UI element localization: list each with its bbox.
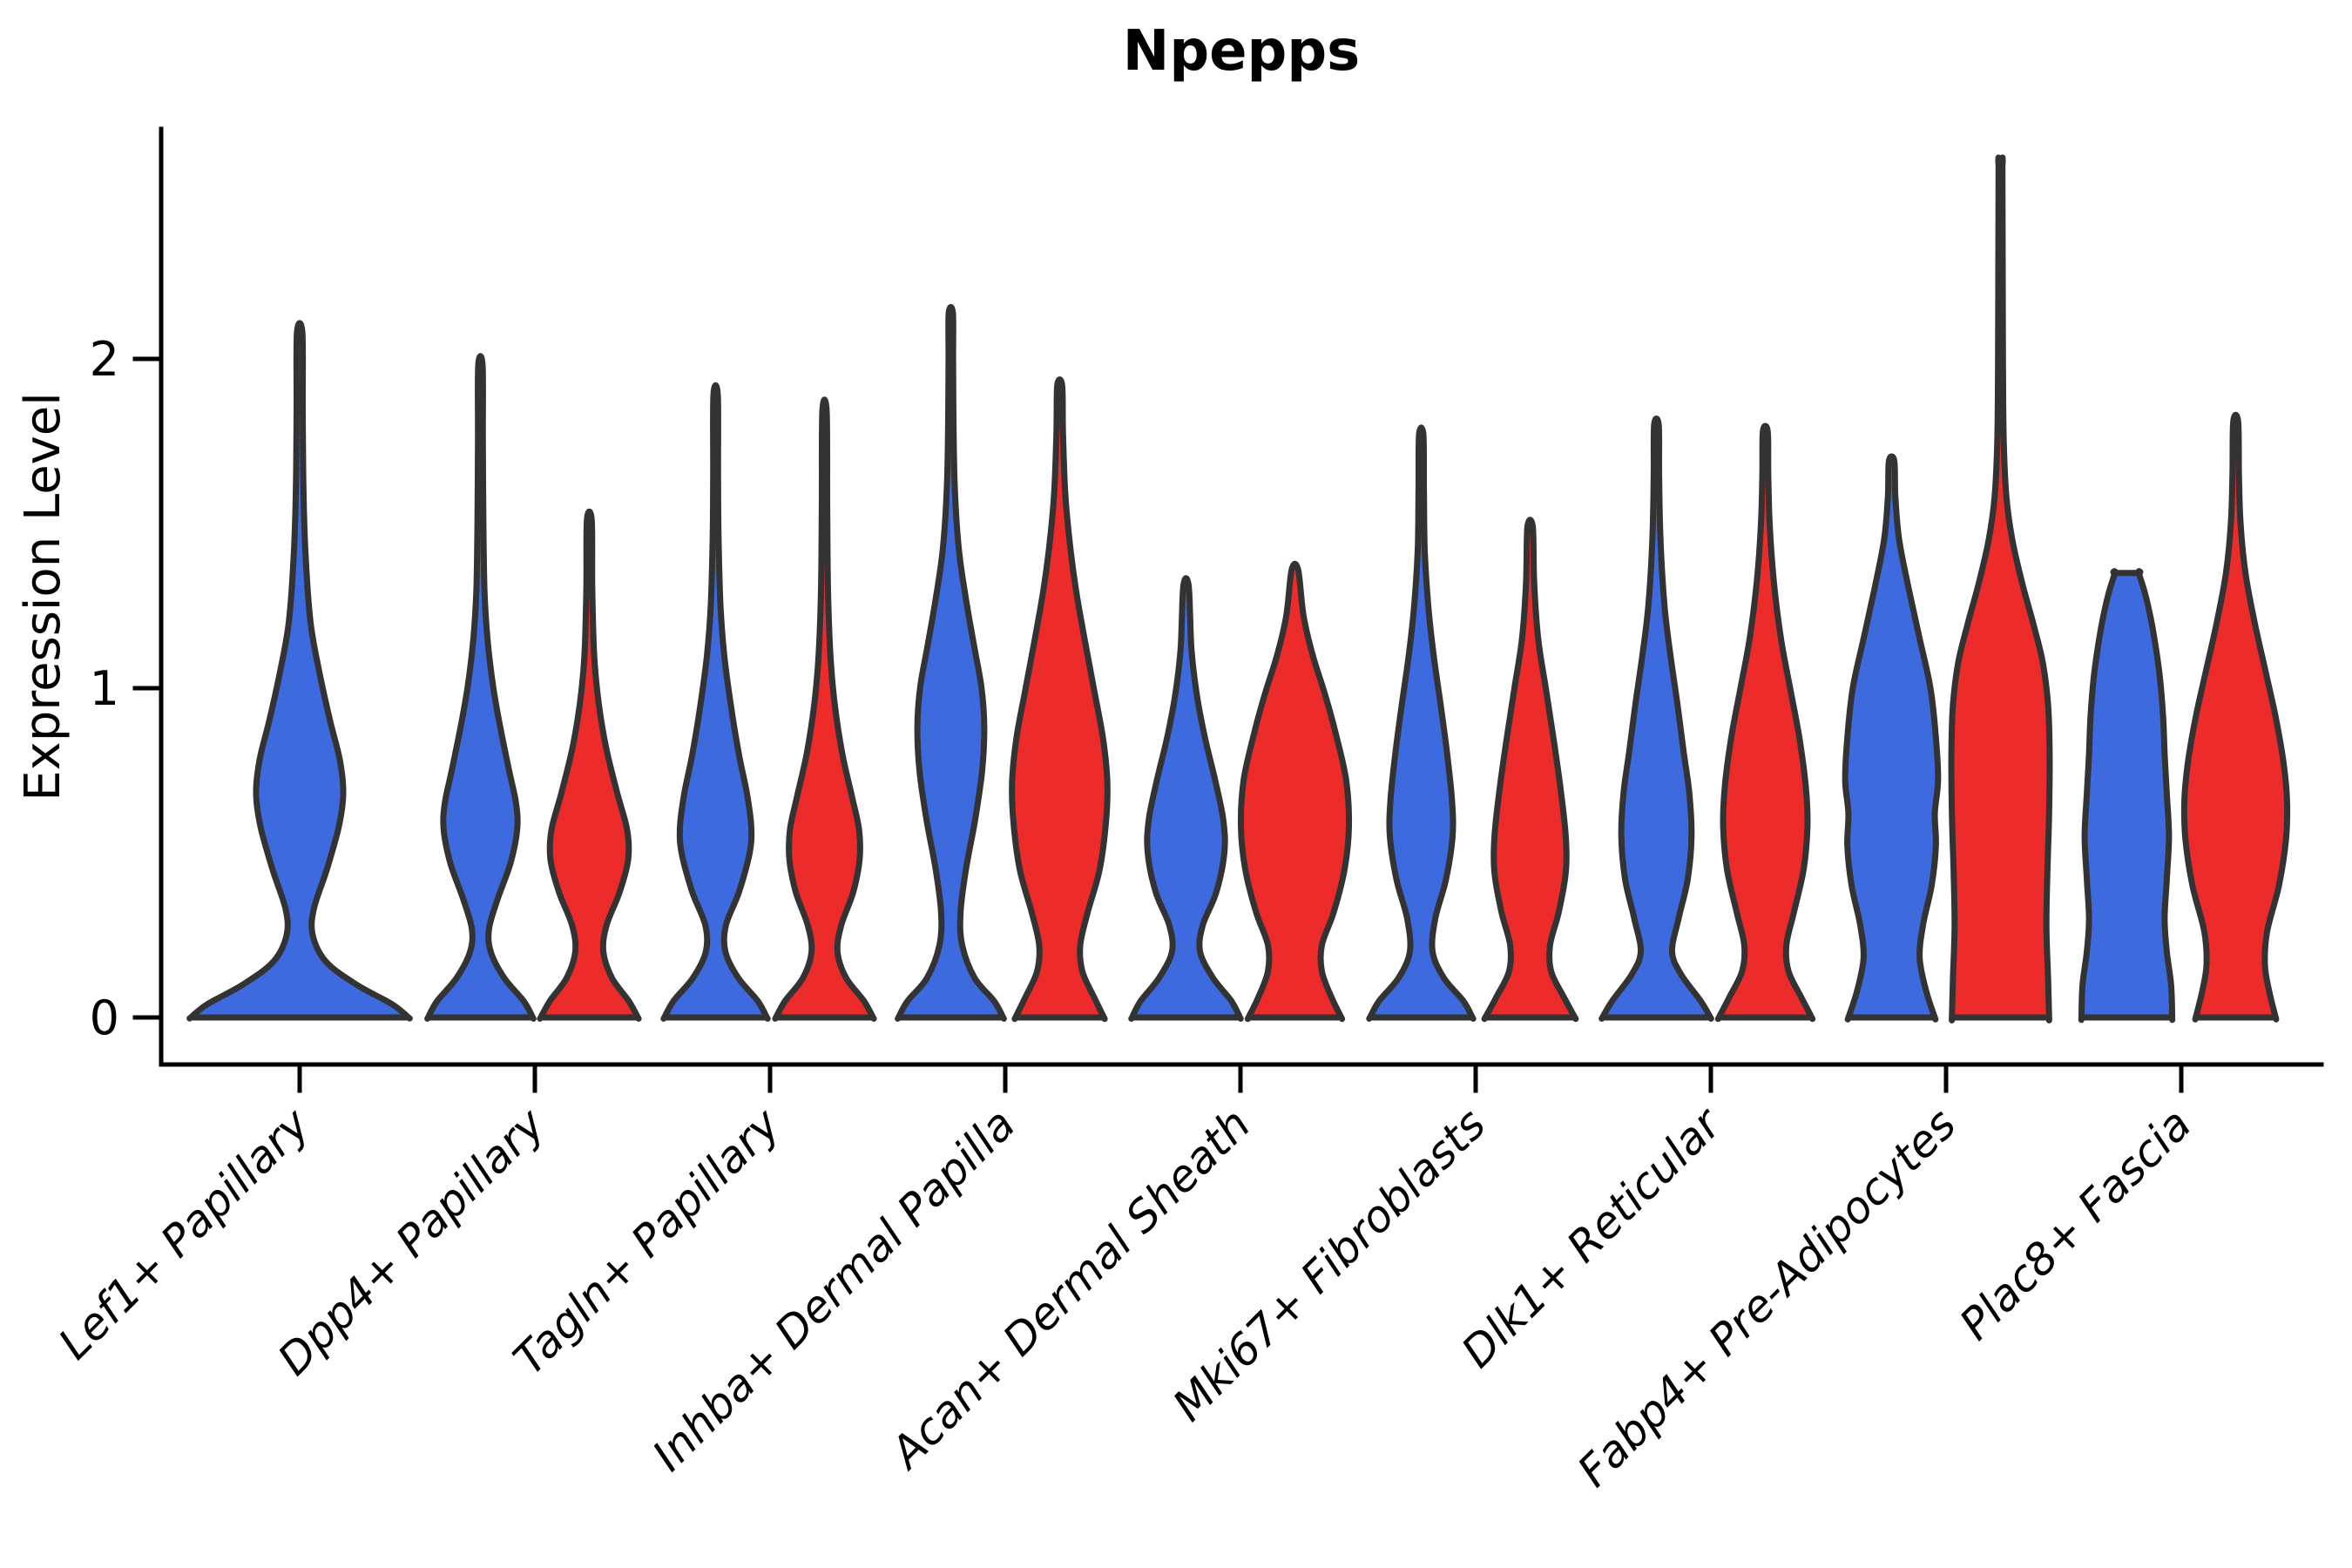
violin-plac8-fascia-blue <box>2078 568 2176 1024</box>
violin-acan-dermal-sheath-blue <box>1128 575 1244 1022</box>
y-axis-label: Expression Level <box>15 392 71 801</box>
violin-mki67-fibroblasts-red <box>1481 517 1579 1023</box>
violin-fabp4-pre-adipocytes-blue <box>1842 453 1942 1023</box>
y-tick-label-0: 0 <box>90 990 119 1045</box>
violin-tagln-papillary-blue <box>660 382 771 1022</box>
violin-mki67-fibroblasts-blue <box>1366 424 1477 1022</box>
violin-plac8-fascia-red <box>2180 411 2291 1023</box>
y-tick-label-1: 1 <box>90 661 119 716</box>
violin-dlk1-reticular-red <box>1714 422 1816 1023</box>
violin-acan-dermal-sheath-red <box>1237 560 1353 1023</box>
x-tick-label-plac8-fascia: Plac8+ Fascia <box>1950 1098 2201 1349</box>
axes-layer <box>132 126 2324 1093</box>
x-tick-label-lef1-papillary: Lef1+ Papillary <box>49 1098 320 1369</box>
x-tick-label-dlk1-reticular: Dlk1+ Reticular <box>1452 1097 1733 1377</box>
violin-dpp4-papillary-red <box>537 508 642 1022</box>
violin-inhba-dermal-papilla-blue <box>895 304 1007 1022</box>
violin-inhba-dermal-papilla-red <box>1009 376 1111 1023</box>
y-tick-label-2: 2 <box>90 332 119 387</box>
x-tick-label-fabp4-pre-adipocytes: Fabp4+ Pre-Adipocytes <box>1568 1098 1966 1497</box>
plot-title: Npepps <box>1123 19 1361 84</box>
violins-layer <box>186 154 2291 1024</box>
violin-dpp4-papillary-blue <box>424 353 537 1022</box>
violin-fabp4-pre-adipocytes-red <box>1948 154 2053 1024</box>
violin-dlk1-reticular-blue <box>1598 416 1714 1022</box>
violin-lef1-papillary-blue <box>186 320 413 1022</box>
violin-tagln-papillary-red <box>772 396 877 1022</box>
